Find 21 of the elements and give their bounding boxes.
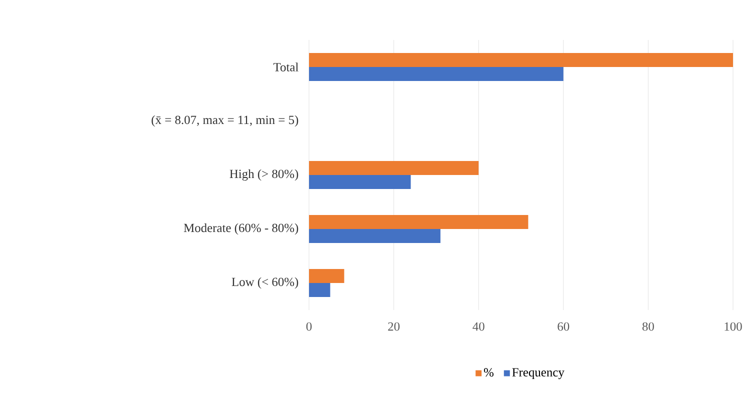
x-tick-label: 80	[642, 322, 654, 331]
legend-label: Frequency	[512, 368, 564, 380]
y-tick-label: Total	[273, 62, 298, 72]
x-tick-label: 20	[388, 322, 400, 331]
legend-label: %	[484, 368, 494, 377]
bar	[309, 66, 564, 82]
bar	[309, 283, 330, 298]
y-tick-label: High (> 80%)	[230, 169, 298, 181]
bar	[309, 229, 440, 244]
bar	[309, 52, 734, 67]
x-tick-label: 40	[472, 322, 484, 331]
y-tick-label: (x̄ = 8.07, max = 11, min = 5)	[152, 115, 298, 127]
x-tick-label: 0	[306, 322, 312, 331]
bar	[309, 268, 344, 283]
x-tick-label: 60	[558, 322, 570, 331]
bar	[309, 175, 411, 190]
bar	[309, 214, 528, 229]
y-tick-label: Moderate (60% - 80%)	[184, 223, 298, 235]
bar	[309, 160, 479, 175]
x-tick-label: 100	[724, 322, 742, 331]
y-tick-label: Low (< 60%)	[232, 277, 298, 289]
